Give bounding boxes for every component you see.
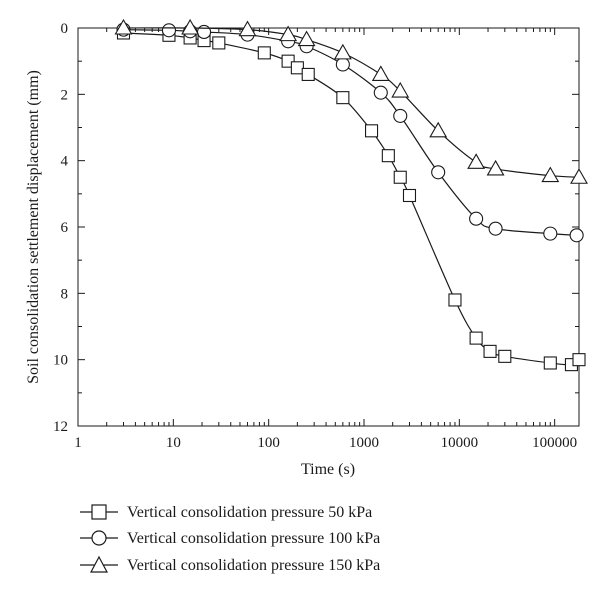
series-150kpa [114,18,588,184]
data-point-circle [335,57,350,72]
y-tick-label: 10 [53,353,68,369]
x-tick-label: 100 [257,435,280,451]
data-point-triangle [297,30,316,47]
legend-label-150kpa: Vertical consolidation pressure 150 kPa [127,557,380,574]
data-point-triangle [114,18,133,35]
series-line-50kpa [123,32,580,366]
data-point-triangle [279,25,298,42]
data-point-triangle [486,159,505,176]
data-point-square [336,91,350,105]
y-tick-label: 4 [61,154,69,170]
legend-item-50kpa: Vertical consolidation pressure 50 kPa [80,504,372,521]
data-point-square [498,349,512,363]
x-tick-label: 100000 [532,435,577,451]
x-axis-title: Time (s) [301,461,355,478]
legend-item-150kpa: Vertical consolidation pressure 150 kPa [80,555,380,574]
data-point-square [301,67,315,81]
data-point-circle [393,108,408,123]
series-layer [114,18,588,372]
ticks-layer: 1 10 100 1000 10000 100000 0 2 4 6 8 10 12 [53,21,579,451]
series-50kpa [116,26,586,372]
data-point-circle [373,85,388,100]
legend-marker-triangle [90,555,108,573]
data-point-square [364,124,379,138]
data-point-triangle [391,81,410,98]
data-point-square [212,36,226,50]
x-tick-label: 10 [166,435,181,451]
data-point-square [393,170,407,184]
data-point-circle [488,221,503,236]
y-tick-label: 6 [61,220,69,236]
legend-label-100kpa: Vertical consolidation pressure 100 kPa [127,530,380,547]
series-line-150kpa [123,27,580,178]
data-point-square [402,188,417,203]
y-tick-label: 8 [61,286,69,302]
y-axis-title: Soil consolidation settlement displaceme… [25,70,42,384]
data-point-triangle [467,153,486,169]
data-point-circle [197,24,212,40]
data-point-square [543,356,557,370]
x-tick-label: 10000 [441,435,479,451]
series-line-100kpa [123,29,577,236]
data-point-triangle [333,43,352,60]
data-point-triangle [238,20,257,37]
legend-label-50kpa: Vertical consolidation pressure 50 kPa [127,504,372,521]
data-point-square [257,46,271,60]
legend-marker-circle [91,530,107,546]
data-point-square [448,293,462,307]
data-point-triangle [570,168,588,184]
data-point-square [572,353,586,367]
data-point-circle [543,226,558,241]
data-point-square [381,149,395,163]
y-tick-label: 2 [61,87,69,103]
x-tick-label: 1 [74,435,82,451]
data-point-triangle [429,121,448,138]
data-point-circle [431,165,446,180]
y-tick-label: 12 [53,419,68,435]
legend-marker-square [91,504,107,520]
data-point-square [469,331,483,345]
data-point-triangle [181,18,200,35]
data-point-circle [161,23,177,38]
data-point-circle [569,228,584,243]
data-point-square [290,61,304,75]
x-tick-label: 1000 [349,435,379,451]
legend-item-100kpa: Vertical consolidation pressure 100 kPa [80,530,380,547]
data-point-triangle [541,166,560,183]
data-point-triangle [371,65,390,81]
legend: Vertical consolidation pressure 50 kPa V… [80,504,380,574]
y-tick-label: 0 [61,21,69,37]
data-point-circle [469,211,484,226]
data-point-square [483,344,497,358]
